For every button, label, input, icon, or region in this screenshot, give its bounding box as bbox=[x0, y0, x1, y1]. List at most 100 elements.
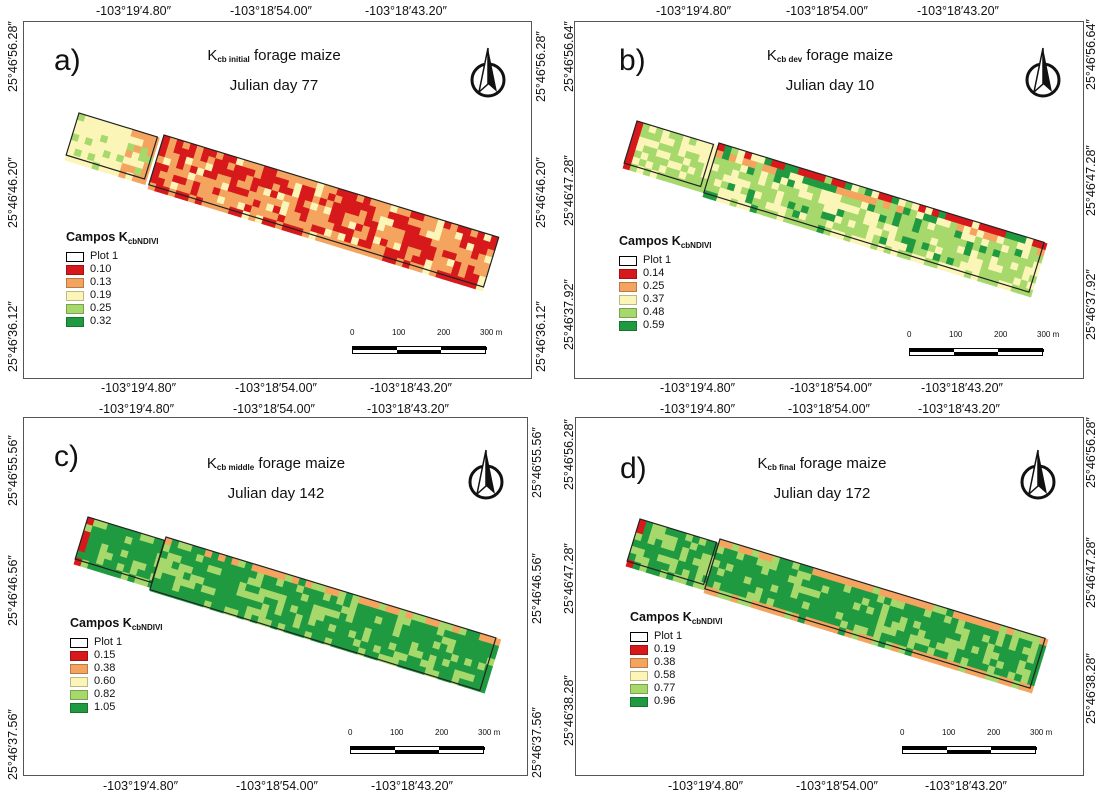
legend-item: 0.77 bbox=[630, 682, 723, 695]
lat-tick-right: 25°46′36.12″ bbox=[534, 301, 548, 372]
legend: Campos KcbNDIVI Plot 1 0.14 0.25 0.37 0.… bbox=[619, 234, 712, 331]
lat-tick-left: 25°46′46.56″ bbox=[6, 555, 20, 626]
lon-tick-top: -103°18′43.20″ bbox=[367, 402, 449, 416]
legend-item: Plot 1 bbox=[630, 630, 723, 643]
lon-tick-bottom: -103°18′43.20″ bbox=[925, 779, 1007, 793]
julian-day: Julian day 10 bbox=[785, 77, 875, 94]
lat-tick-left: 25°46′55.56″ bbox=[6, 435, 20, 506]
lon-tick-top: -103°18′54.00″ bbox=[230, 4, 312, 18]
legend-title: Campos K bbox=[66, 230, 128, 244]
map-title: Kcb final forage maize Julian day 172 bbox=[732, 450, 912, 507]
julian-day: Julian day 142 bbox=[227, 485, 325, 502]
legend-item: 0.32 bbox=[66, 315, 159, 328]
lat-tick-right: 25°46′38.28″ bbox=[1084, 653, 1098, 724]
legend-item: 0.19 bbox=[630, 643, 723, 656]
legend-item: 0.58 bbox=[630, 669, 723, 682]
map-title: Kcb dev forage maize Julian day 10 bbox=[740, 42, 920, 99]
lon-tick-bottom: -103°18′54.00″ bbox=[235, 381, 317, 395]
map-title: Kcb initial forage maize Julian day 77 bbox=[184, 42, 364, 99]
title-k: K bbox=[207, 47, 218, 64]
lon-tick-top: -103°18′43.20″ bbox=[918, 402, 1000, 416]
lon-tick-bottom: -103°19′4.80″ bbox=[668, 779, 744, 793]
lat-tick-left: 25°46′47.28″ bbox=[562, 543, 576, 614]
lon-tick-top: -103°18′43.20″ bbox=[365, 4, 447, 18]
north-arrow-icon bbox=[470, 47, 506, 98]
lat-tick-right: 25°46′46.56″ bbox=[530, 553, 544, 624]
field-map-c bbox=[73, 516, 502, 694]
lon-tick-top: -103°19′4.80″ bbox=[656, 4, 732, 18]
lat-tick-right: 25°46′37.56″ bbox=[530, 707, 544, 778]
scale-bar: 0 100 200 300 m bbox=[348, 728, 510, 762]
legend-item: 0.15 bbox=[70, 649, 163, 662]
lon-tick-bottom: -103°18′43.20″ bbox=[370, 381, 452, 395]
legend-item: Plot 1 bbox=[70, 636, 163, 649]
title-suffix: forage maize bbox=[249, 47, 341, 64]
lat-tick-left: 25°46′46.20″ bbox=[6, 157, 20, 228]
legend-item: 0.25 bbox=[619, 280, 712, 293]
lat-tick-right: 25°46′56.28″ bbox=[1084, 417, 1098, 488]
legend-item: 0.38 bbox=[70, 662, 163, 675]
lon-tick-top: -103°18′54.00″ bbox=[788, 402, 870, 416]
lat-tick-right: 25°46′56.28″ bbox=[534, 31, 548, 102]
legend-item: Plot 1 bbox=[66, 250, 159, 263]
legend-item: 0.13 bbox=[66, 276, 159, 289]
lon-tick-bottom: -103°18′43.20″ bbox=[371, 779, 453, 793]
lon-tick-bottom: -103°18′54.00″ bbox=[790, 381, 872, 395]
legend: Campos KcbNDIVI Plot 1 0.19 0.38 0.58 0.… bbox=[630, 610, 723, 708]
lat-tick-left: 25°46′56.28″ bbox=[562, 419, 576, 490]
panel-label: b) bbox=[619, 44, 646, 77]
lat-tick-right: 25°46′37.92″ bbox=[1084, 269, 1098, 340]
lon-tick-bottom: -103°18′54.00″ bbox=[796, 779, 878, 793]
lon-tick-bottom: -103°18′54.00″ bbox=[236, 779, 318, 793]
lat-tick-left: 25°46′36.12″ bbox=[6, 301, 20, 372]
julian-day: Julian day 172 bbox=[773, 485, 871, 502]
field-map-a bbox=[64, 112, 500, 292]
legend-item: 0.60 bbox=[70, 675, 163, 688]
legend: Campos KcbNDIVI Plot 1 0.10 0.13 0.19 0.… bbox=[66, 230, 159, 328]
lat-tick-right: 25°46′47.28″ bbox=[1084, 145, 1098, 216]
legend-item: 0.10 bbox=[66, 263, 159, 276]
lon-tick-top: -103°18′54.00″ bbox=[786, 4, 868, 18]
lon-tick-top: -103°18′54.00″ bbox=[233, 402, 315, 416]
title-sub: cb initial bbox=[217, 55, 250, 64]
legend-title-sub: cbNDIVI bbox=[127, 237, 159, 246]
lat-tick-left: 25°46′56.28″ bbox=[6, 21, 20, 92]
map-frame: b) Kcb dev forage maize Julian day 10 Ca… bbox=[574, 21, 1084, 379]
map-frame: a) Kcb initial forage maize Julian day 7… bbox=[23, 21, 532, 379]
legend-item: 0.37 bbox=[619, 293, 712, 306]
lon-tick-bottom: -103°19′4.80″ bbox=[103, 779, 179, 793]
lon-tick-top: -103°19′4.80″ bbox=[660, 402, 736, 416]
scale-bar: 0 100 200 300 m bbox=[350, 328, 512, 362]
north-arrow-icon bbox=[1025, 47, 1061, 98]
scale-bar: 0 100 200 300 m bbox=[907, 330, 1069, 364]
lat-tick-right: 25°46′55.56″ bbox=[530, 427, 544, 498]
lon-tick-bottom: -103°18′43.20″ bbox=[921, 381, 1003, 395]
panel-label: d) bbox=[620, 452, 647, 485]
lon-tick-top: -103°19′4.80″ bbox=[99, 402, 175, 416]
lat-tick-left: 25°46′38.28″ bbox=[562, 675, 576, 746]
lat-tick-right: 25°46′56.64″ bbox=[1084, 19, 1098, 90]
lon-tick-bottom: -103°19′4.80″ bbox=[101, 381, 177, 395]
lat-tick-right: 25°46′46.20″ bbox=[534, 157, 548, 228]
julian-day: Julian day 77 bbox=[229, 77, 319, 94]
lat-tick-right: 25°46′47.28″ bbox=[1084, 537, 1098, 608]
north-arrow-icon bbox=[468, 449, 504, 500]
map-frame: d) Kcb final forage maize Julian day 172… bbox=[575, 417, 1084, 776]
legend: Campos KcbNDIVI Plot 1 0.15 0.38 0.60 0.… bbox=[70, 616, 163, 713]
lat-tick-left: 25°46′37.56″ bbox=[6, 709, 20, 780]
map-frame: c) Kcb middle forage maize Julian day 14… bbox=[23, 417, 528, 776]
field-map-d bbox=[625, 518, 1049, 694]
scale-bar: 0 100 200 300 m bbox=[900, 728, 1062, 762]
legend-item: 0.38 bbox=[630, 656, 723, 669]
legend-item: 0.25 bbox=[66, 302, 159, 315]
field-map-b bbox=[622, 120, 1048, 298]
legend-item: 0.14 bbox=[619, 267, 712, 280]
lon-tick-bottom: -103°19′4.80″ bbox=[660, 381, 736, 395]
lon-tick-top: -103°19′4.80″ bbox=[96, 4, 172, 18]
legend-item: 0.19 bbox=[66, 289, 159, 302]
legend-item: 0.96 bbox=[630, 695, 723, 708]
legend-item: 0.48 bbox=[619, 306, 712, 319]
panel-label: a) bbox=[54, 44, 81, 77]
legend-item: 0.82 bbox=[70, 688, 163, 701]
north-arrow-icon bbox=[1020, 449, 1056, 500]
